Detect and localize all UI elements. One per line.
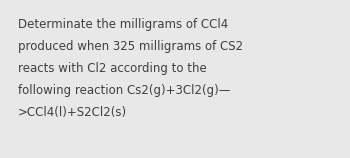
Text: reacts with Cl2 according to the: reacts with Cl2 according to the: [18, 62, 207, 75]
Text: produced when 325 milligrams of CS2: produced when 325 milligrams of CS2: [18, 40, 243, 53]
Text: >CCl4(l)+S2Cl2(s): >CCl4(l)+S2Cl2(s): [18, 106, 127, 119]
Text: following reaction Cs2(g)+3Cl2(g)—: following reaction Cs2(g)+3Cl2(g)—: [18, 84, 231, 97]
Text: Determinate the milligrams of CCl4: Determinate the milligrams of CCl4: [18, 18, 228, 31]
